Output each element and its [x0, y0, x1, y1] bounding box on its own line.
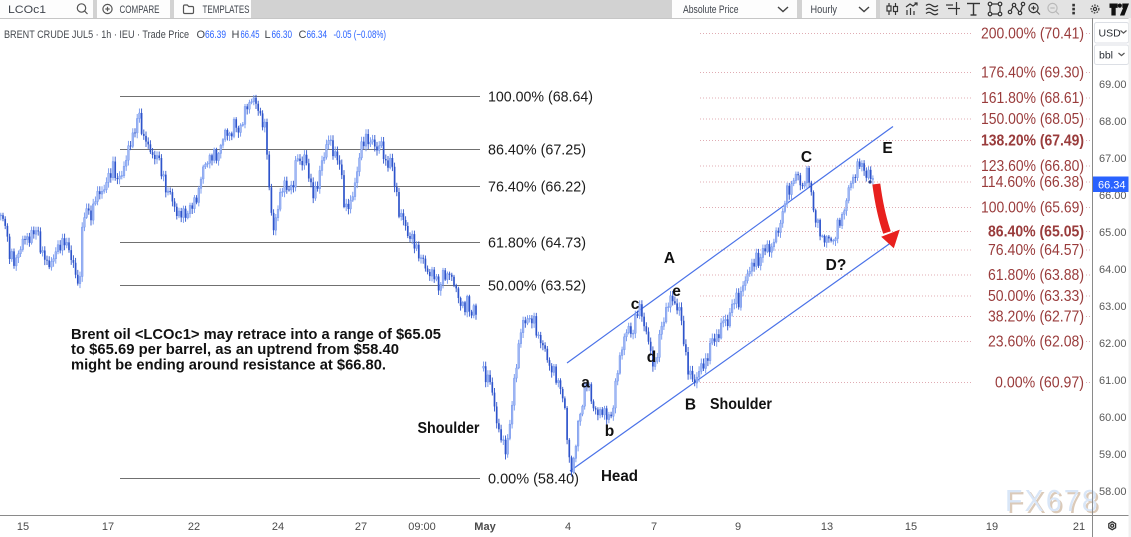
svg-text:59.00: 59.00	[1099, 449, 1127, 461]
svg-text:138.20% (67.49): 138.20% (67.49)	[981, 133, 1084, 150]
svg-text:Shoulder: Shoulder	[418, 420, 480, 437]
svg-text:0.00% (58.40): 0.00% (58.40)	[488, 471, 579, 488]
svg-text:9: 9	[735, 521, 741, 533]
svg-text:24: 24	[272, 521, 284, 533]
svg-text:FX678: FX678	[1005, 483, 1100, 518]
svg-text:76.40% (66.22): 76.40% (66.22)	[488, 179, 586, 196]
svg-text:66.30: 66.30	[272, 29, 293, 41]
svg-text:60.00: 60.00	[1099, 412, 1127, 424]
svg-text:61.00: 61.00	[1099, 375, 1127, 387]
svg-text:Hourly: Hourly	[811, 4, 838, 16]
svg-text:LCOc1: LCOc1	[8, 4, 46, 16]
svg-text:0.00% (60.97): 0.00% (60.97)	[995, 375, 1084, 392]
svg-text:C: C	[299, 29, 307, 41]
svg-text:D?: D?	[826, 257, 847, 274]
svg-text:62.00: 62.00	[1099, 338, 1127, 350]
svg-text:176.40% (69.30): 176.40% (69.30)	[981, 65, 1084, 82]
svg-text:161.80% (68.61): 161.80% (68.61)	[981, 90, 1084, 107]
svg-text:66.34: 66.34	[1098, 179, 1126, 191]
svg-text:4: 4	[565, 521, 571, 533]
svg-text:might be ending around resista: might be ending around resistance at $66…	[71, 358, 386, 374]
svg-text:27: 27	[355, 521, 367, 533]
svg-text:65.00: 65.00	[1099, 227, 1127, 239]
svg-text:100.00% (65.69): 100.00% (65.69)	[981, 200, 1084, 217]
svg-text:Absolute Price: Absolute Price	[683, 4, 739, 16]
svg-text:15: 15	[905, 521, 917, 533]
svg-text:Brent oil <LCOc1> may retrace: Brent oil <LCOc1> may retrace into a ran…	[71, 327, 441, 343]
svg-text:76.40% (64.57): 76.40% (64.57)	[988, 242, 1084, 259]
svg-text:b: b	[605, 423, 614, 440]
svg-text:114.60% (66.38): 114.60% (66.38)	[981, 174, 1084, 191]
svg-text:a: a	[581, 375, 590, 392]
svg-text:21: 21	[1073, 521, 1085, 533]
svg-text:e: e	[672, 283, 681, 300]
svg-text:09:00: 09:00	[408, 521, 436, 533]
svg-text:15: 15	[17, 521, 29, 533]
svg-text:22: 22	[188, 521, 200, 533]
svg-text:86.40% (67.25): 86.40% (67.25)	[488, 142, 586, 159]
svg-text:H: H	[232, 29, 240, 41]
svg-text:69.00: 69.00	[1099, 79, 1127, 91]
svg-text:67.00: 67.00	[1099, 153, 1127, 165]
svg-text:d: d	[647, 349, 656, 366]
svg-text:100.00% (68.64): 100.00% (68.64)	[488, 89, 593, 106]
svg-text:bbl: bbl	[1099, 50, 1113, 62]
svg-text:-0.05 (−0.08%): -0.05 (−0.08%)	[334, 29, 387, 41]
svg-text:66.39: 66.39	[205, 29, 226, 41]
svg-text:O: O	[197, 29, 206, 41]
svg-text:66.00: 66.00	[1099, 190, 1127, 202]
svg-text:50.00% (63.33): 50.00% (63.33)	[988, 288, 1084, 305]
svg-text:Head: Head	[601, 468, 638, 485]
svg-text:L: L	[265, 29, 271, 41]
svg-text:E: E	[882, 140, 892, 157]
svg-text:TEMPLATES: TEMPLATES	[203, 4, 250, 16]
svg-text:7: 7	[651, 521, 657, 533]
svg-text:68.00: 68.00	[1099, 116, 1127, 128]
svg-text:19: 19	[986, 521, 998, 533]
svg-text:58.00: 58.00	[1099, 486, 1127, 498]
svg-text:150.00% (68.05): 150.00% (68.05)	[981, 111, 1084, 128]
svg-text:64.00: 64.00	[1099, 264, 1127, 276]
svg-text:61.80% (63.88): 61.80% (63.88)	[988, 267, 1084, 284]
svg-text:23.60% (62.08): 23.60% (62.08)	[988, 334, 1084, 351]
svg-text:13: 13	[821, 521, 833, 533]
svg-text:61.80% (64.73): 61.80% (64.73)	[488, 235, 586, 252]
svg-text:38.20% (62.77): 38.20% (62.77)	[988, 309, 1084, 326]
svg-text:USD: USD	[1099, 28, 1122, 40]
svg-text:63.00: 63.00	[1099, 301, 1127, 313]
svg-text:66.45: 66.45	[241, 29, 260, 41]
svg-text:c: c	[631, 296, 640, 313]
svg-text:May: May	[474, 521, 496, 533]
svg-text:86.40% (65.05): 86.40% (65.05)	[988, 224, 1084, 241]
svg-text:123.60% (66.80): 123.60% (66.80)	[981, 158, 1084, 175]
svg-text:BRENT CRUDE JUL5 · 1h · IEU ·: BRENT CRUDE JUL5 · 1h · IEU · Trade Pric…	[4, 29, 189, 41]
svg-text:200.00% (70.41): 200.00% (70.41)	[981, 26, 1084, 43]
svg-text:50.00% (63.52): 50.00% (63.52)	[488, 278, 586, 295]
svg-text:Shoulder: Shoulder	[710, 396, 772, 413]
svg-text:66.34: 66.34	[307, 29, 328, 41]
svg-text:to $65.69 per barrel, as an up: to $65.69 per barrel, as an uptrend from…	[71, 342, 399, 358]
svg-text:A: A	[664, 250, 675, 267]
svg-text:B: B	[685, 397, 696, 414]
svg-text:COMPARE: COMPARE	[120, 4, 160, 16]
svg-text:17: 17	[102, 521, 114, 533]
svg-text:FX678: FX678	[1007, 485, 1102, 520]
svg-text:C: C	[801, 149, 812, 166]
